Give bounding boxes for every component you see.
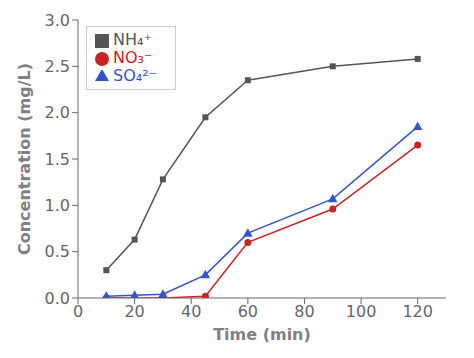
html-text:NH₄⁺: NH₄⁺ xyxy=(113,30,152,49)
svg-text:1.0: 1.0 xyxy=(45,196,70,215)
svg-text:0: 0 xyxy=(73,302,83,321)
svg-text:60: 60 xyxy=(238,302,258,321)
svg-text:0.5: 0.5 xyxy=(45,242,70,261)
svg-text:20: 20 xyxy=(124,302,144,321)
html-text:SO₄²⁻: SO₄²⁻ xyxy=(113,66,157,85)
svg-text:Concentration (mg/L): Concentration (mg/L) xyxy=(15,63,34,255)
svg-text:3.0: 3.0 xyxy=(45,11,70,30)
svg-text:100: 100 xyxy=(346,302,377,321)
svg-text:120: 120 xyxy=(402,302,433,321)
svg-text:2.5: 2.5 xyxy=(45,57,70,76)
html-text:NO₃⁻: NO₃⁻ xyxy=(113,48,153,67)
svg-text:1.5: 1.5 xyxy=(45,150,70,169)
svg-text:2.0: 2.0 xyxy=(45,103,70,122)
svg-text:80: 80 xyxy=(294,302,314,321)
svg-text:0.0: 0.0 xyxy=(45,289,70,308)
svg-text:Time (min): Time (min) xyxy=(213,325,311,344)
svg-text:40: 40 xyxy=(181,302,201,321)
